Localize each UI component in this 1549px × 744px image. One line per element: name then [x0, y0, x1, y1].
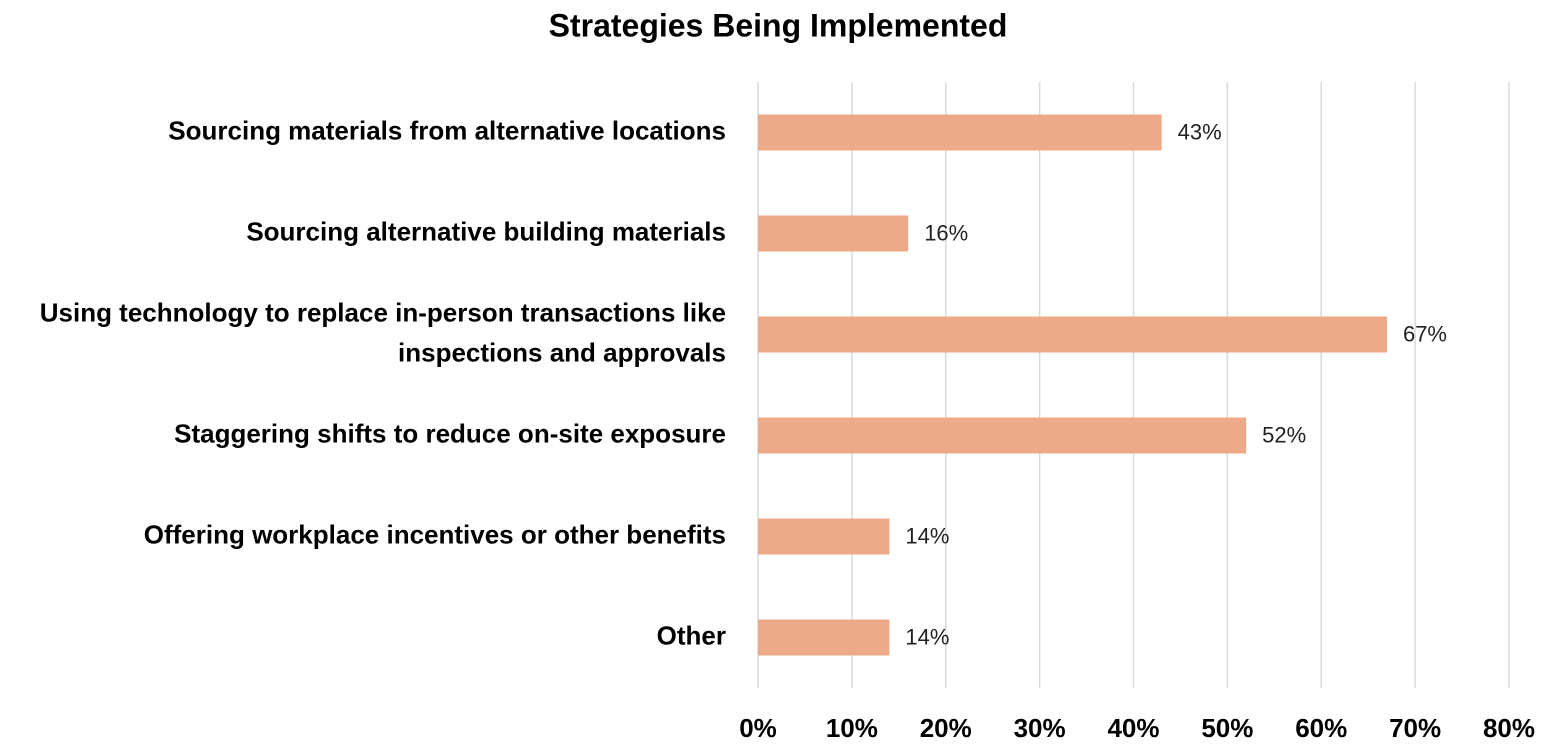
- data-label: 67%: [1403, 321, 1447, 346]
- data-label: 43%: [1178, 119, 1222, 144]
- data-label: 14%: [905, 523, 949, 548]
- x-tick-label: 10%: [826, 713, 878, 743]
- chart-title: Strategies Being Implemented: [549, 7, 1008, 43]
- bar: [758, 619, 890, 656]
- y-tick-label: Offering workplace incentives or other b…: [144, 519, 726, 549]
- bar: [758, 215, 909, 252]
- x-tick-label: 70%: [1389, 713, 1441, 743]
- y-tick-label: Using technology to replace in-person tr…: [40, 297, 726, 367]
- y-tick-label: Sourcing materials from alternative loca…: [168, 115, 726, 145]
- x-tick-label: 60%: [1295, 713, 1347, 743]
- y-tick-label: Other: [657, 620, 726, 650]
- x-tick-label: 20%: [920, 713, 972, 743]
- data-label: 14%: [905, 624, 949, 649]
- x-tick-label: 40%: [1107, 713, 1159, 743]
- x-tick-label: 30%: [1014, 713, 1066, 743]
- y-tick-label: Staggering shifts to reduce on-site expo…: [174, 418, 726, 448]
- x-tick-label: 80%: [1483, 713, 1535, 743]
- bar: [758, 417, 1247, 454]
- x-tick-label: 50%: [1201, 713, 1253, 743]
- bar: [758, 114, 1162, 151]
- x-tick-label: 0%: [739, 713, 777, 743]
- data-label: 52%: [1262, 422, 1306, 447]
- bar: [758, 316, 1387, 353]
- data-label: 16%: [924, 220, 968, 245]
- y-tick-label: Sourcing alternative building materials: [246, 216, 726, 246]
- bar: [758, 518, 890, 555]
